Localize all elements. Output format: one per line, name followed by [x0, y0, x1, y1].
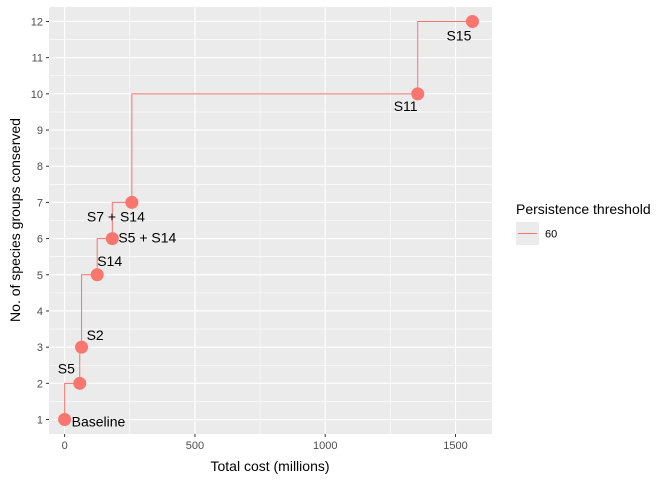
data-point-label: S5	[58, 360, 75, 376]
data-point	[465, 14, 479, 28]
data-point	[73, 376, 87, 390]
data-point	[58, 413, 72, 427]
x-tick-label: 1500	[443, 440, 467, 452]
y-tick-label: 12	[31, 16, 43, 28]
data-point-label: S2	[87, 327, 104, 343]
data-point-labels: Baseline S5 S2 S14 S5 + S14 S7 + S14 S11 S15	[58, 27, 472, 429]
y-tick-label: 11	[32, 53, 43, 65]
x-tick-label: 0	[62, 440, 68, 452]
legend-title: Persistence threshold	[516, 201, 651, 217]
data-point	[125, 195, 139, 209]
data-points	[58, 14, 479, 427]
x-tick-label: 500	[186, 440, 204, 452]
data-point-label: S15	[446, 27, 471, 43]
y-tick-label: 10	[31, 89, 43, 101]
y-tick-label: 2	[37, 378, 43, 390]
data-point-label: S7 + S14	[87, 208, 145, 224]
x-tick-label: 1000	[313, 440, 337, 452]
y-tick-label: 3	[37, 342, 43, 354]
x-axis-title: Total cost (millions)	[210, 458, 329, 474]
legend: Persistence threshold 60	[516, 201, 651, 245]
legend-entry-label: 60	[545, 229, 557, 241]
y-tick-label: 9	[37, 125, 43, 137]
y-tick-label: 7	[37, 197, 43, 209]
data-point	[75, 340, 89, 354]
x-axis-ticks: 0 500 1000 1500	[62, 434, 468, 452]
data-point	[411, 87, 425, 101]
data-point-label: S5 + S14	[118, 230, 176, 246]
y-axis-title: No. of species groups conserved	[7, 118, 23, 322]
y-tick-label: 5	[37, 270, 43, 282]
y-tick-label: 6	[37, 234, 43, 246]
data-point	[90, 268, 104, 282]
minor-gridlines	[49, 7, 492, 434]
y-tick-label: 4	[37, 306, 43, 318]
y-tick-label: 8	[37, 161, 43, 173]
y-tick-label: 1	[37, 415, 43, 427]
data-point-label: S14	[97, 253, 122, 269]
series-step-line	[64, 20, 473, 420]
data-point-label: S11	[394, 98, 418, 114]
data-point-label: Baseline	[72, 414, 126, 430]
data-point	[105, 232, 119, 246]
